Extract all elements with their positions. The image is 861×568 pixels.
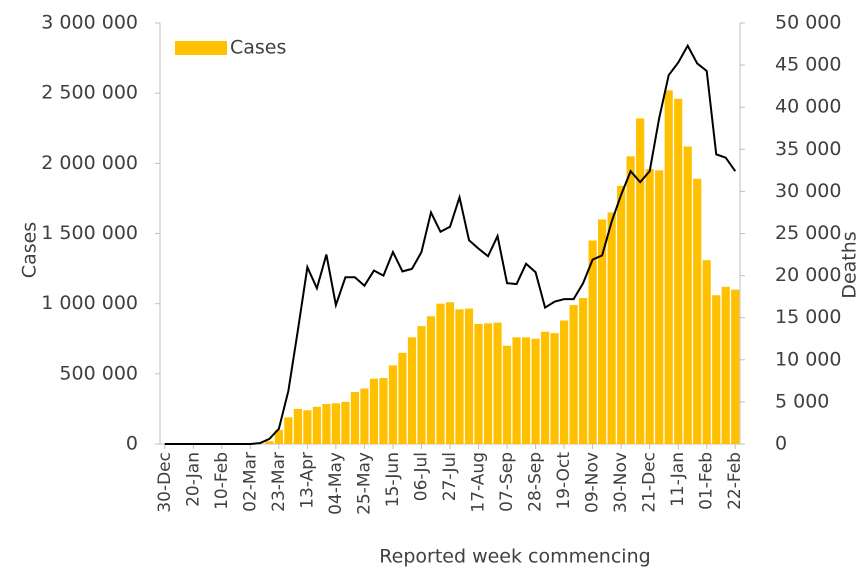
bar [483, 323, 493, 444]
y-tick-label: 500 000 [59, 362, 138, 384]
bar [322, 404, 331, 444]
bar [474, 324, 483, 444]
bar [274, 429, 283, 444]
y2-tick-label: 25 000 [775, 222, 841, 244]
bar [674, 98, 683, 444]
bar [579, 298, 588, 444]
y2-tick-label: 30 000 [775, 180, 841, 202]
y-tick-label: 1 500 000 [41, 222, 138, 244]
y2-tick-label: 40 000 [775, 96, 841, 118]
bar [360, 388, 369, 444]
bar [607, 212, 616, 444]
bar [560, 320, 569, 444]
bar [407, 337, 417, 444]
x-tick-label: 28-Sep [526, 452, 546, 512]
bar [388, 365, 398, 444]
bar [436, 303, 445, 444]
y2-tick-label: 20 000 [775, 264, 841, 286]
bar [512, 337, 521, 444]
bar [683, 146, 692, 444]
x-tick-label: 30-Dec [155, 452, 175, 513]
x-tick-label: 02-Mar [240, 452, 260, 512]
y-tick-label: 1 000 000 [41, 292, 138, 314]
bar [569, 305, 578, 444]
x-tick-label: 15-Jun [383, 452, 403, 507]
x-tick-label: 07-Sep [497, 452, 517, 512]
y-tick-label: 3 000 000 [41, 12, 138, 34]
bar [693, 178, 702, 444]
x-tick-label: 21-Dec [640, 452, 660, 513]
bar [598, 219, 607, 444]
bar [369, 378, 379, 444]
x-tick-label: 13-Apr [297, 452, 317, 509]
bar [626, 156, 635, 445]
x-tick-label: 20-Jan [183, 452, 203, 507]
bar [664, 90, 673, 445]
line [164, 43, 737, 445]
bar [379, 378, 388, 444]
bar [731, 289, 740, 444]
x-tick-label: 19-Oct [554, 452, 574, 510]
bar [341, 401, 350, 444]
x-axis-title: Reported week commencing [379, 546, 650, 568]
y2-tick-label: 15 000 [775, 306, 841, 328]
bar [284, 417, 293, 444]
bar [293, 408, 302, 444]
bar [464, 308, 474, 444]
bar [426, 316, 436, 444]
bar [636, 118, 645, 444]
bar [265, 441, 274, 444]
bar [502, 345, 512, 444]
bar [312, 406, 321, 444]
y2-tick-label: 50 000 [775, 12, 841, 34]
bar [645, 168, 654, 445]
x-tick-label: 09-Nov [583, 452, 603, 513]
y2-tick-label: 35 000 [775, 138, 841, 160]
legend-label: Cases [230, 37, 286, 59]
bar [531, 338, 540, 444]
bar [588, 240, 597, 444]
x-tick-label: 22-Feb [725, 452, 745, 510]
bar [350, 392, 360, 444]
bar [398, 352, 407, 444]
x-tick-label: 10-Feb [212, 452, 232, 510]
x-tick-label: 25-May [354, 452, 374, 515]
x-tick-label: 17-Aug [469, 452, 489, 513]
x-tick-label: 27-Jul [440, 452, 460, 501]
x-tick-label: 30-Nov [611, 452, 631, 513]
x-tick-label: 01-Feb [697, 452, 717, 510]
y2-tick-label: 5 000 [775, 390, 829, 412]
bar [712, 295, 721, 444]
bar [721, 286, 730, 444]
x-tick-label: 06-Jul [411, 452, 431, 501]
x-tick-label: 11-Jan [668, 452, 688, 507]
y-tick-label: 2 500 000 [41, 82, 138, 104]
x-tick-label: 23-Mar [269, 452, 289, 512]
y-tick-label: 2 000 000 [41, 152, 138, 174]
legend-swatch [175, 41, 227, 55]
y2-tick-label: 10 000 [775, 348, 841, 370]
bar [493, 322, 502, 444]
bar [655, 170, 664, 444]
bar [417, 326, 426, 444]
bar [455, 309, 464, 444]
bar [521, 337, 531, 444]
y2-tick-label: 45 000 [775, 54, 841, 76]
y2-axis-title: Deaths [839, 231, 861, 298]
bar [445, 302, 455, 444]
bar [550, 333, 559, 444]
y2-tick-label: 0 [775, 433, 787, 455]
bar [303, 410, 312, 444]
bar [702, 260, 711, 444]
bar [617, 185, 626, 444]
x-tick-label: 04-May [326, 452, 346, 515]
y-axis-title: Cases [19, 222, 41, 278]
bar [540, 331, 550, 444]
bar [331, 403, 340, 444]
y-tick-label: 0 [126, 433, 138, 455]
